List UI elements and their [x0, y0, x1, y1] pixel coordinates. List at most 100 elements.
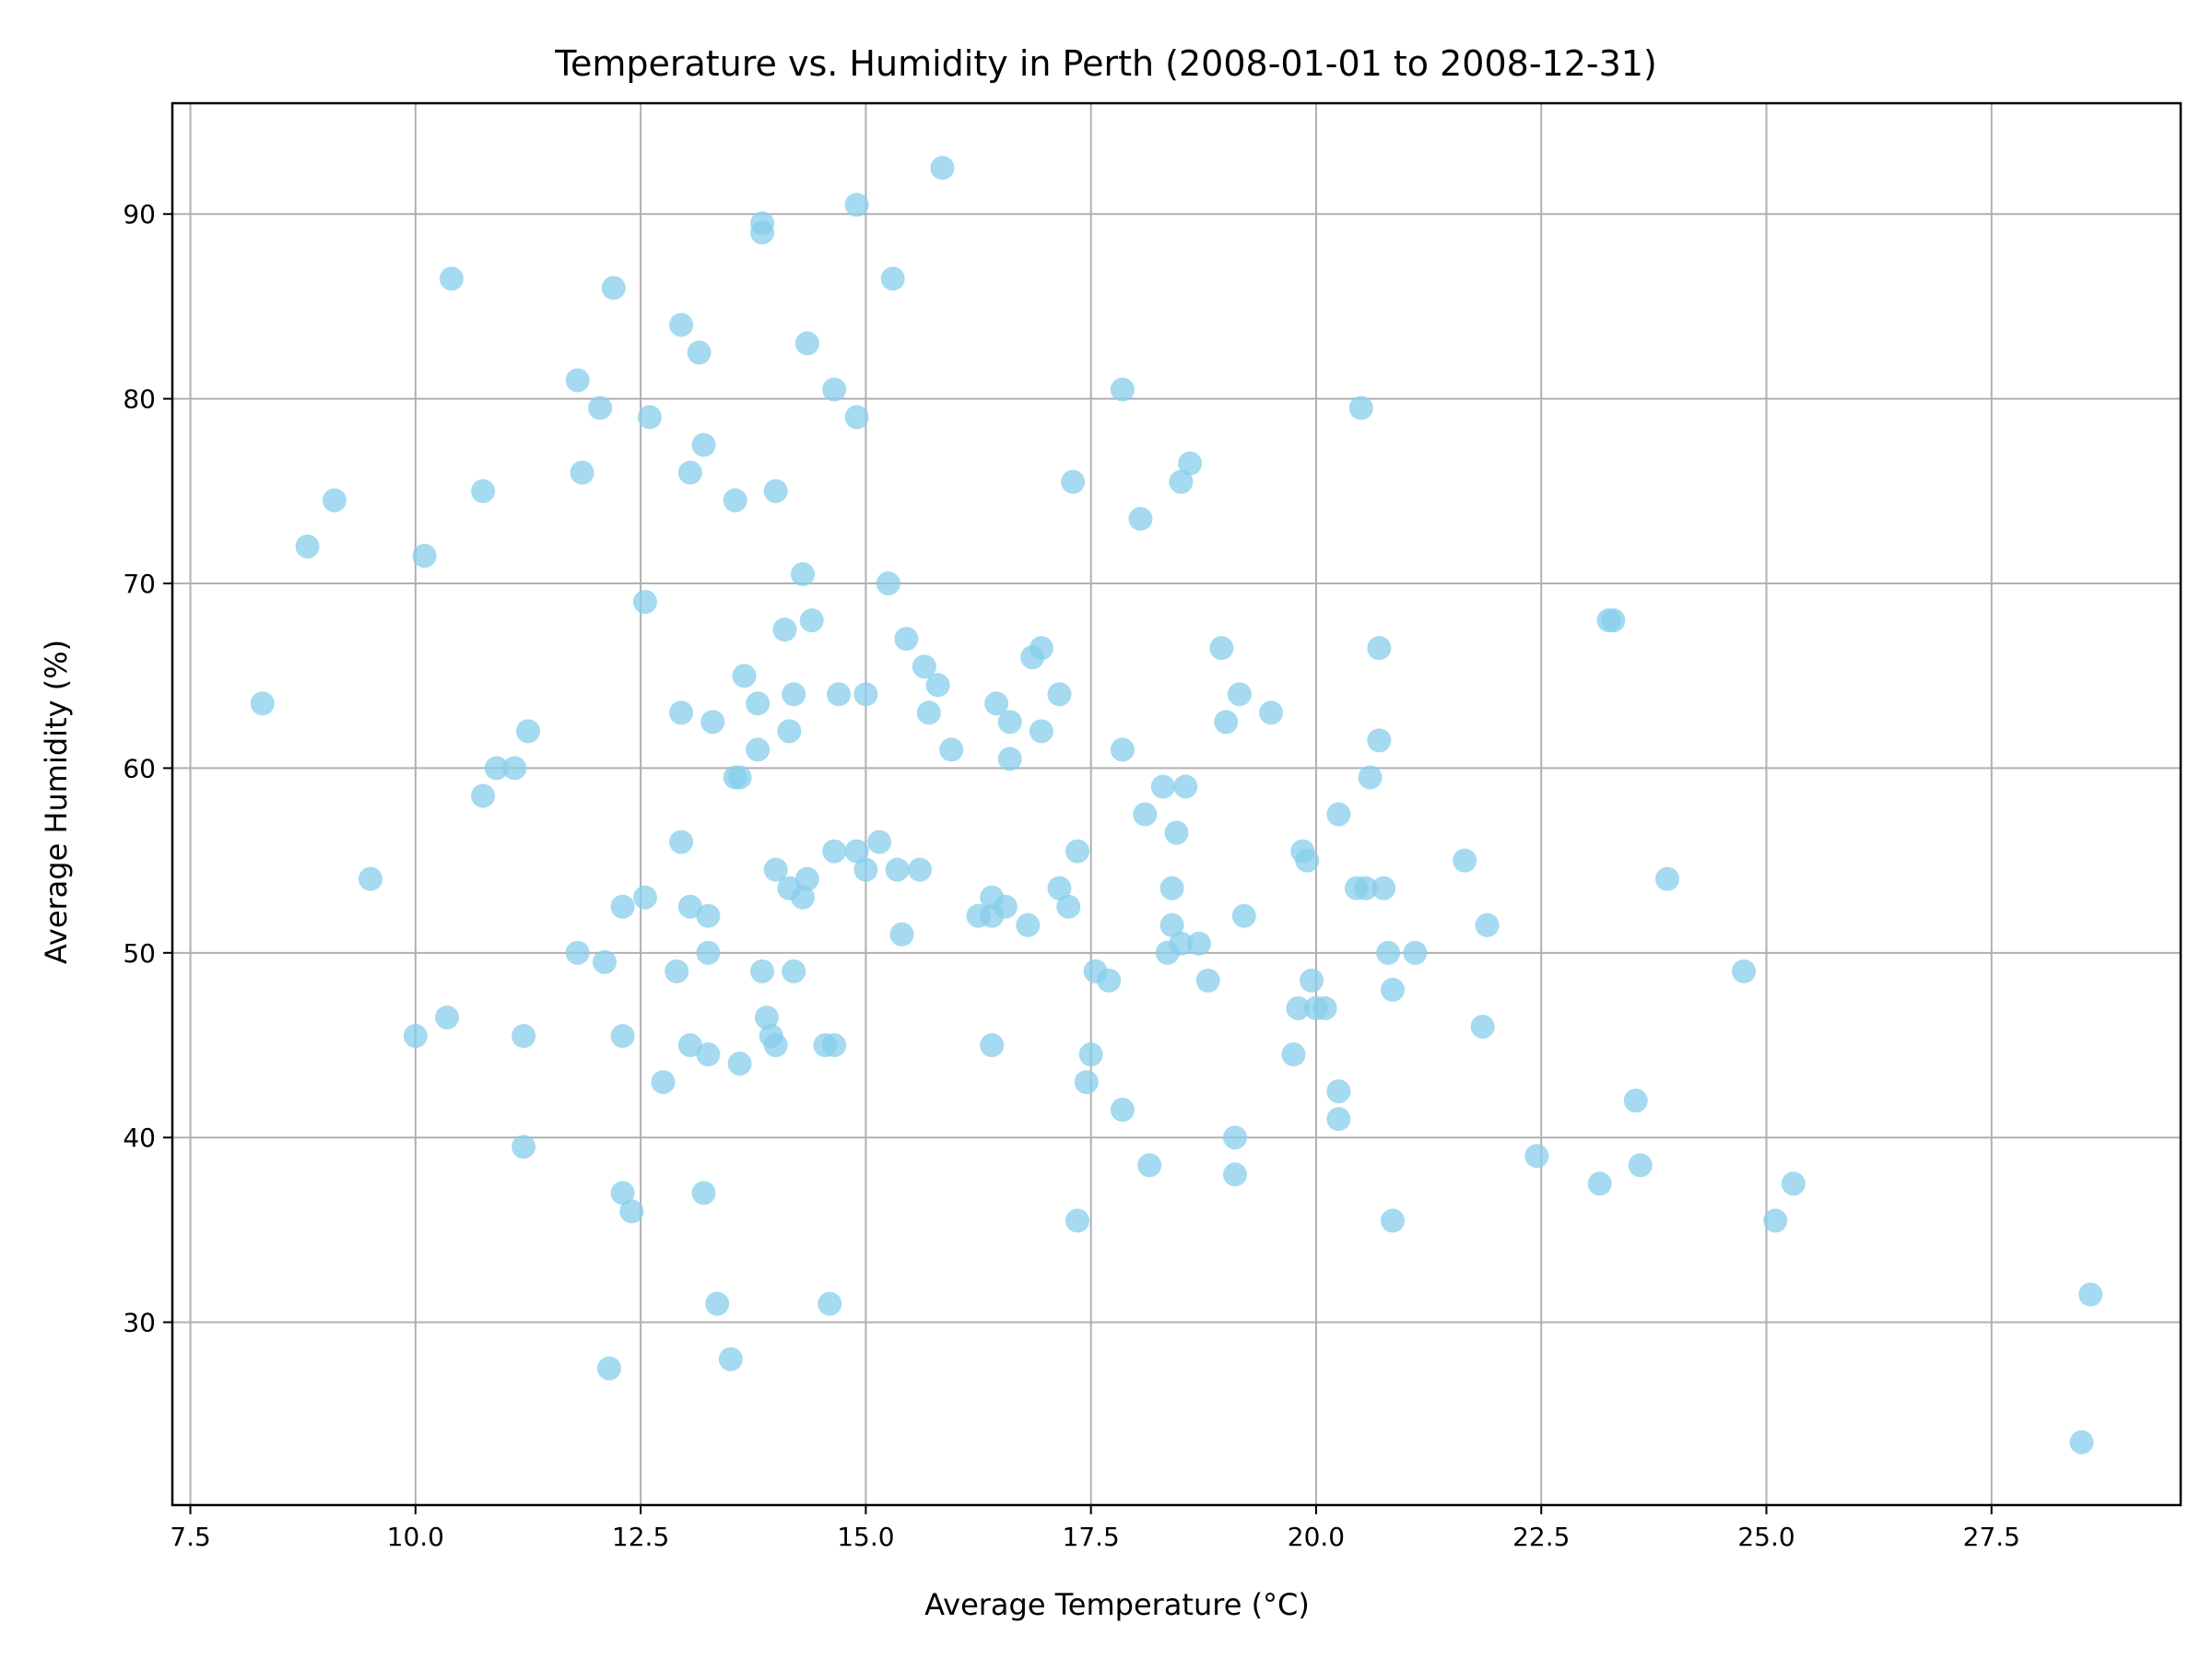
data-point [1164, 820, 1189, 845]
data-point [610, 1181, 635, 1206]
data-point [471, 783, 496, 808]
data-point [295, 534, 320, 559]
data-point [1029, 636, 1053, 661]
x-tick-label: 7.5 [170, 1522, 211, 1552]
data-point [997, 747, 1022, 771]
data-point [1110, 1098, 1135, 1123]
data-point [1628, 1153, 1653, 1178]
data-point [827, 682, 852, 707]
data-point [794, 331, 819, 356]
data-point [1065, 839, 1090, 864]
data-point [1381, 977, 1406, 1002]
data-point [777, 719, 802, 744]
data-point [889, 922, 914, 947]
data-point [1159, 912, 1184, 937]
data-point [844, 839, 869, 864]
data-point [763, 1033, 788, 1058]
x-tick-label: 17.5 [1063, 1522, 1120, 1552]
data-point [885, 857, 910, 882]
data-point [471, 478, 496, 503]
data-point [782, 959, 806, 983]
data-point [1326, 1079, 1351, 1104]
data-point [570, 460, 594, 485]
grid [172, 103, 2181, 1505]
data-point [691, 1181, 716, 1206]
data-point [916, 700, 941, 725]
data-point [1110, 377, 1135, 402]
x-axis-label: Average Temperature (°C) [924, 1587, 1310, 1622]
data-point [727, 1052, 752, 1077]
data-point [1186, 931, 1211, 956]
data-point [925, 673, 950, 698]
data-point [746, 737, 771, 762]
data-point [1173, 774, 1198, 799]
data-point [696, 903, 721, 928]
data-point [677, 894, 702, 919]
data-point [1074, 1070, 1099, 1095]
data-point [669, 312, 694, 337]
y-tick-label: 80 [123, 384, 156, 415]
data-point [1601, 608, 1626, 633]
data-point [1367, 636, 1392, 661]
data-point [980, 1033, 1005, 1058]
data-point [732, 664, 757, 688]
data-point [853, 857, 878, 882]
data-point [844, 193, 869, 218]
data-point [818, 1291, 842, 1316]
x-tick-label: 20.0 [1288, 1522, 1345, 1552]
data-point [619, 1199, 644, 1224]
data-point [1367, 728, 1392, 753]
data-point [610, 894, 635, 919]
data-point [610, 1023, 635, 1048]
data-point [1169, 469, 1194, 494]
data-point [1326, 1107, 1351, 1132]
data-point [502, 756, 527, 781]
data-point [322, 488, 347, 512]
data-point [1065, 1208, 1090, 1233]
data-point [880, 266, 905, 291]
data-point [1137, 1153, 1162, 1178]
x-tick-label: 15.0 [837, 1522, 894, 1552]
data-point [772, 618, 797, 642]
data-point [1763, 1208, 1788, 1233]
data-point [565, 940, 590, 965]
y-tick-label: 70 [123, 569, 156, 599]
data-point [1376, 940, 1401, 965]
data-point [1623, 1088, 1648, 1113]
data-point [1047, 876, 1072, 900]
data-point [1133, 802, 1158, 827]
data-point [799, 608, 824, 633]
data-point [1061, 469, 1086, 494]
data-point [601, 276, 626, 300]
data-point [1781, 1171, 1806, 1196]
y-axis-ticks: 30 40 50 60 70 80 90 [123, 199, 172, 1338]
data-point [1097, 968, 1122, 993]
data-point [1150, 774, 1175, 799]
y-tick-label: 90 [123, 199, 156, 229]
data-point [1312, 995, 1337, 1020]
data-point [1214, 710, 1239, 735]
data-point [484, 756, 509, 781]
data-point [651, 1070, 676, 1095]
data-point [1016, 912, 1041, 937]
data-point [1047, 682, 1072, 707]
data-point [1470, 1014, 1495, 1039]
chart-title: Temperature vs. Humidity in Perth (2008-… [554, 43, 1657, 84]
data-point [677, 460, 702, 485]
data-point [412, 543, 437, 568]
data-point [894, 627, 919, 652]
data-point [718, 1347, 743, 1371]
data-point [853, 682, 878, 707]
data-point [565, 368, 590, 393]
data-point [908, 857, 933, 882]
data-point [750, 220, 775, 245]
y-axis-label: Average Humidity (%) [39, 640, 74, 964]
data-point [1358, 765, 1382, 790]
data-point [754, 1005, 779, 1030]
data-point [1524, 1144, 1549, 1169]
data-point [1159, 876, 1184, 900]
data-point [515, 719, 540, 744]
data-point [588, 395, 613, 420]
data-point [669, 700, 694, 725]
